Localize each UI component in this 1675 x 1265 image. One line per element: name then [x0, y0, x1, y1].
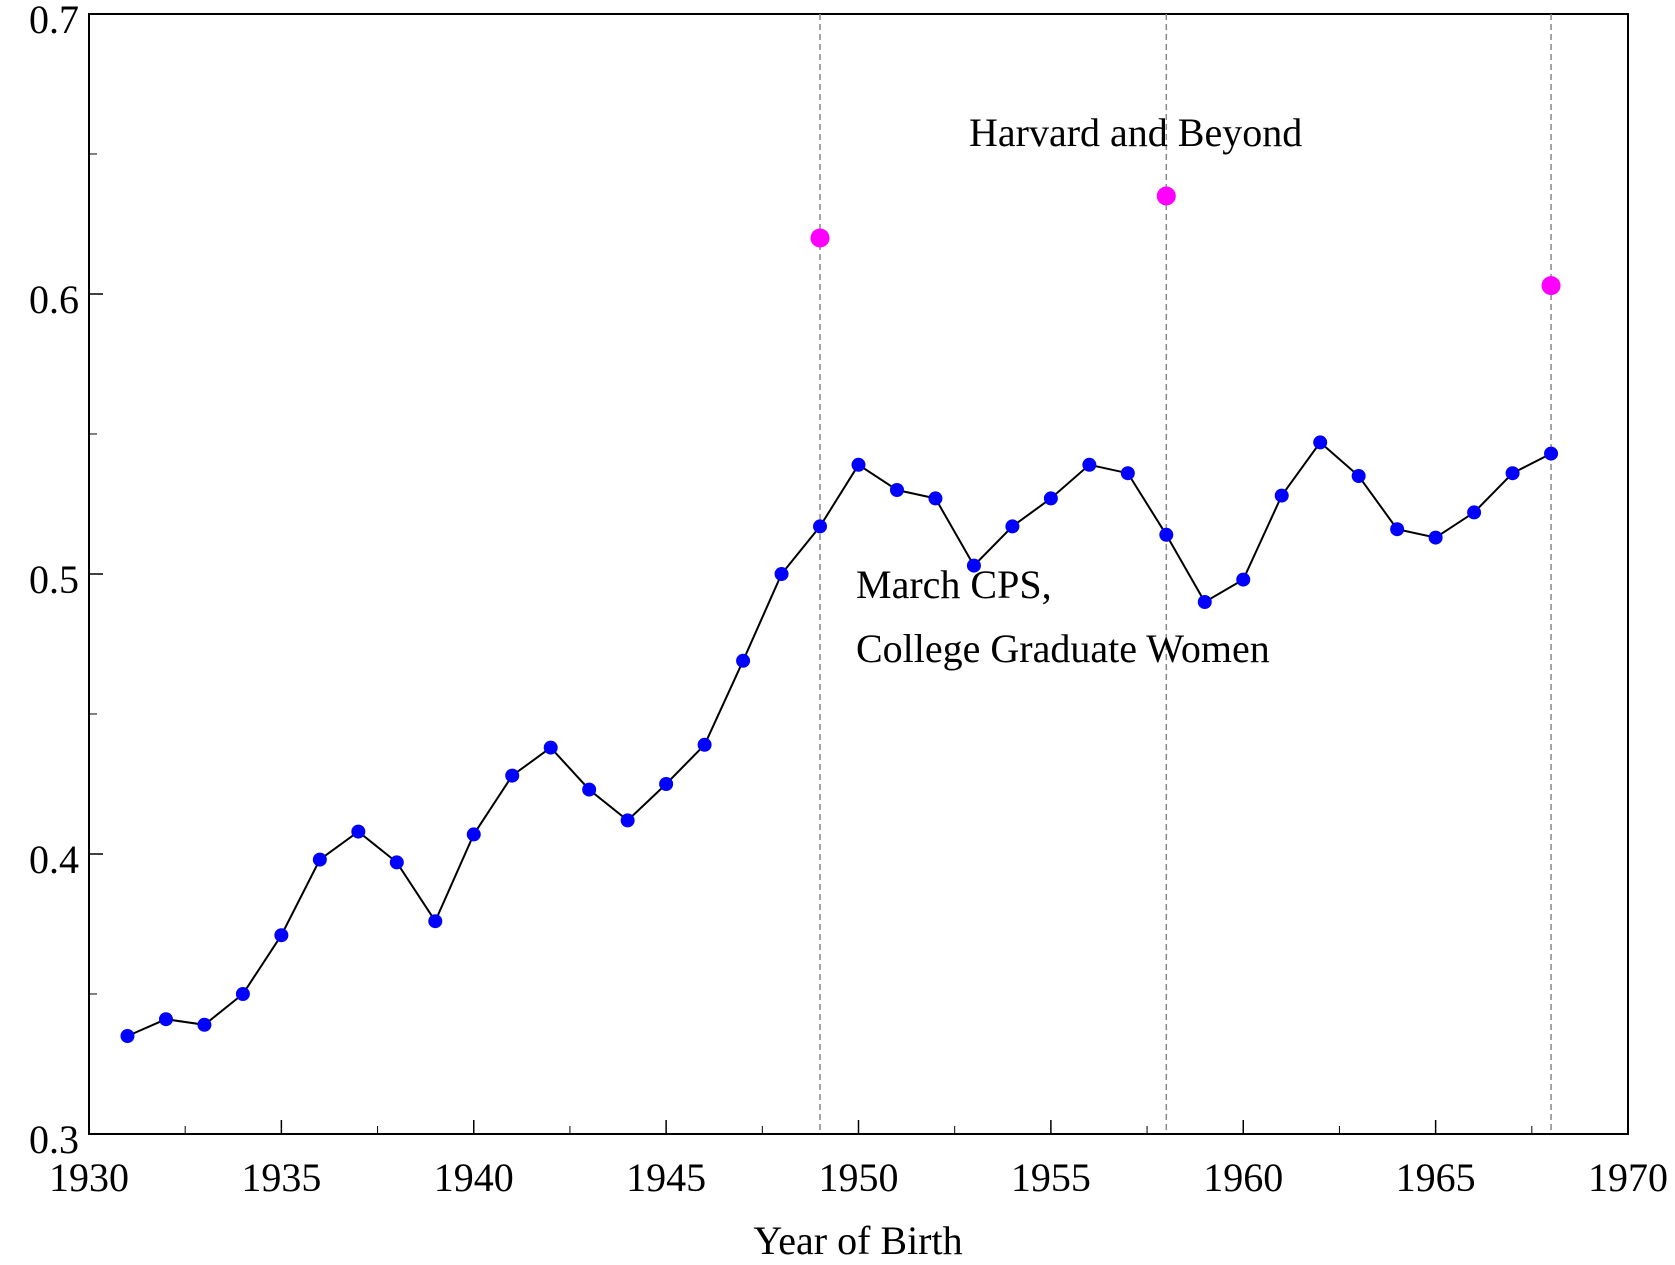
- annotation: Harvard and Beyond: [969, 110, 1302, 155]
- data-point: [428, 914, 443, 929]
- x-tick-label: 1930: [49, 1155, 129, 1200]
- data-point: [1428, 530, 1443, 545]
- data-point: [1236, 572, 1251, 587]
- data-point: [697, 737, 712, 752]
- data-point: [312, 852, 327, 867]
- data-point: [543, 740, 558, 755]
- series-line: [127, 440, 1552, 1037]
- x-tick-label: 1955: [1011, 1155, 1091, 1200]
- y-tick-label: 0.6: [29, 277, 79, 322]
- data-point: [851, 457, 866, 472]
- data-point: [889, 483, 904, 497]
- data-point: [197, 1017, 212, 1032]
- data-point: [1005, 519, 1020, 534]
- data-point: [1082, 457, 1097, 472]
- y-tick-label: 0.7: [29, 0, 79, 42]
- data-point: [120, 1029, 135, 1043]
- data-point: [582, 782, 597, 797]
- data-point: [1390, 522, 1405, 537]
- data-point: [659, 777, 674, 791]
- data-point: [813, 519, 828, 534]
- data-point: [1467, 505, 1482, 520]
- annotation: March CPS,: [856, 562, 1052, 607]
- data-point: [505, 768, 520, 783]
- data-point: [1274, 488, 1289, 503]
- y-tick-label: 0.3: [29, 1117, 79, 1162]
- x-tick-label: 1965: [1396, 1155, 1476, 1200]
- x-tick-label: 1935: [241, 1155, 321, 1200]
- x-tick-label: 1960: [1203, 1155, 1283, 1200]
- data-point: [389, 855, 404, 870]
- data-point: [466, 827, 481, 842]
- data-point: [1120, 466, 1135, 481]
- data-point: [1043, 491, 1058, 506]
- x-tick-label: 1970: [1588, 1155, 1668, 1200]
- data-point: [235, 987, 250, 1001]
- data-point: [274, 928, 289, 943]
- data-point: [1541, 276, 1561, 296]
- data-point: [810, 228, 830, 248]
- data-point: [774, 567, 789, 581]
- x-tick-label: 1940: [434, 1155, 514, 1200]
- data-point: [1156, 186, 1176, 206]
- data-point: [351, 824, 366, 839]
- y-tick-label: 0.5: [29, 557, 79, 602]
- data-point: [620, 813, 635, 828]
- x-axis-label: Year of Birth: [753, 1218, 962, 1263]
- data-point: [1197, 595, 1212, 609]
- x-tick-label: 1950: [819, 1155, 899, 1200]
- data-point: [1159, 527, 1174, 542]
- data-point: [158, 1012, 173, 1027]
- data-point: [1505, 466, 1520, 481]
- x-tick-label: 1945: [626, 1155, 706, 1200]
- y-tick-label: 0.4: [29, 837, 79, 882]
- data-point: [736, 653, 751, 668]
- data-point: [1313, 435, 1328, 450]
- data-point: [966, 558, 981, 573]
- annotation: College Graduate Women: [856, 626, 1270, 671]
- data-point: [1544, 446, 1559, 461]
- data-point: [1351, 469, 1366, 483]
- data-point: [928, 491, 943, 506]
